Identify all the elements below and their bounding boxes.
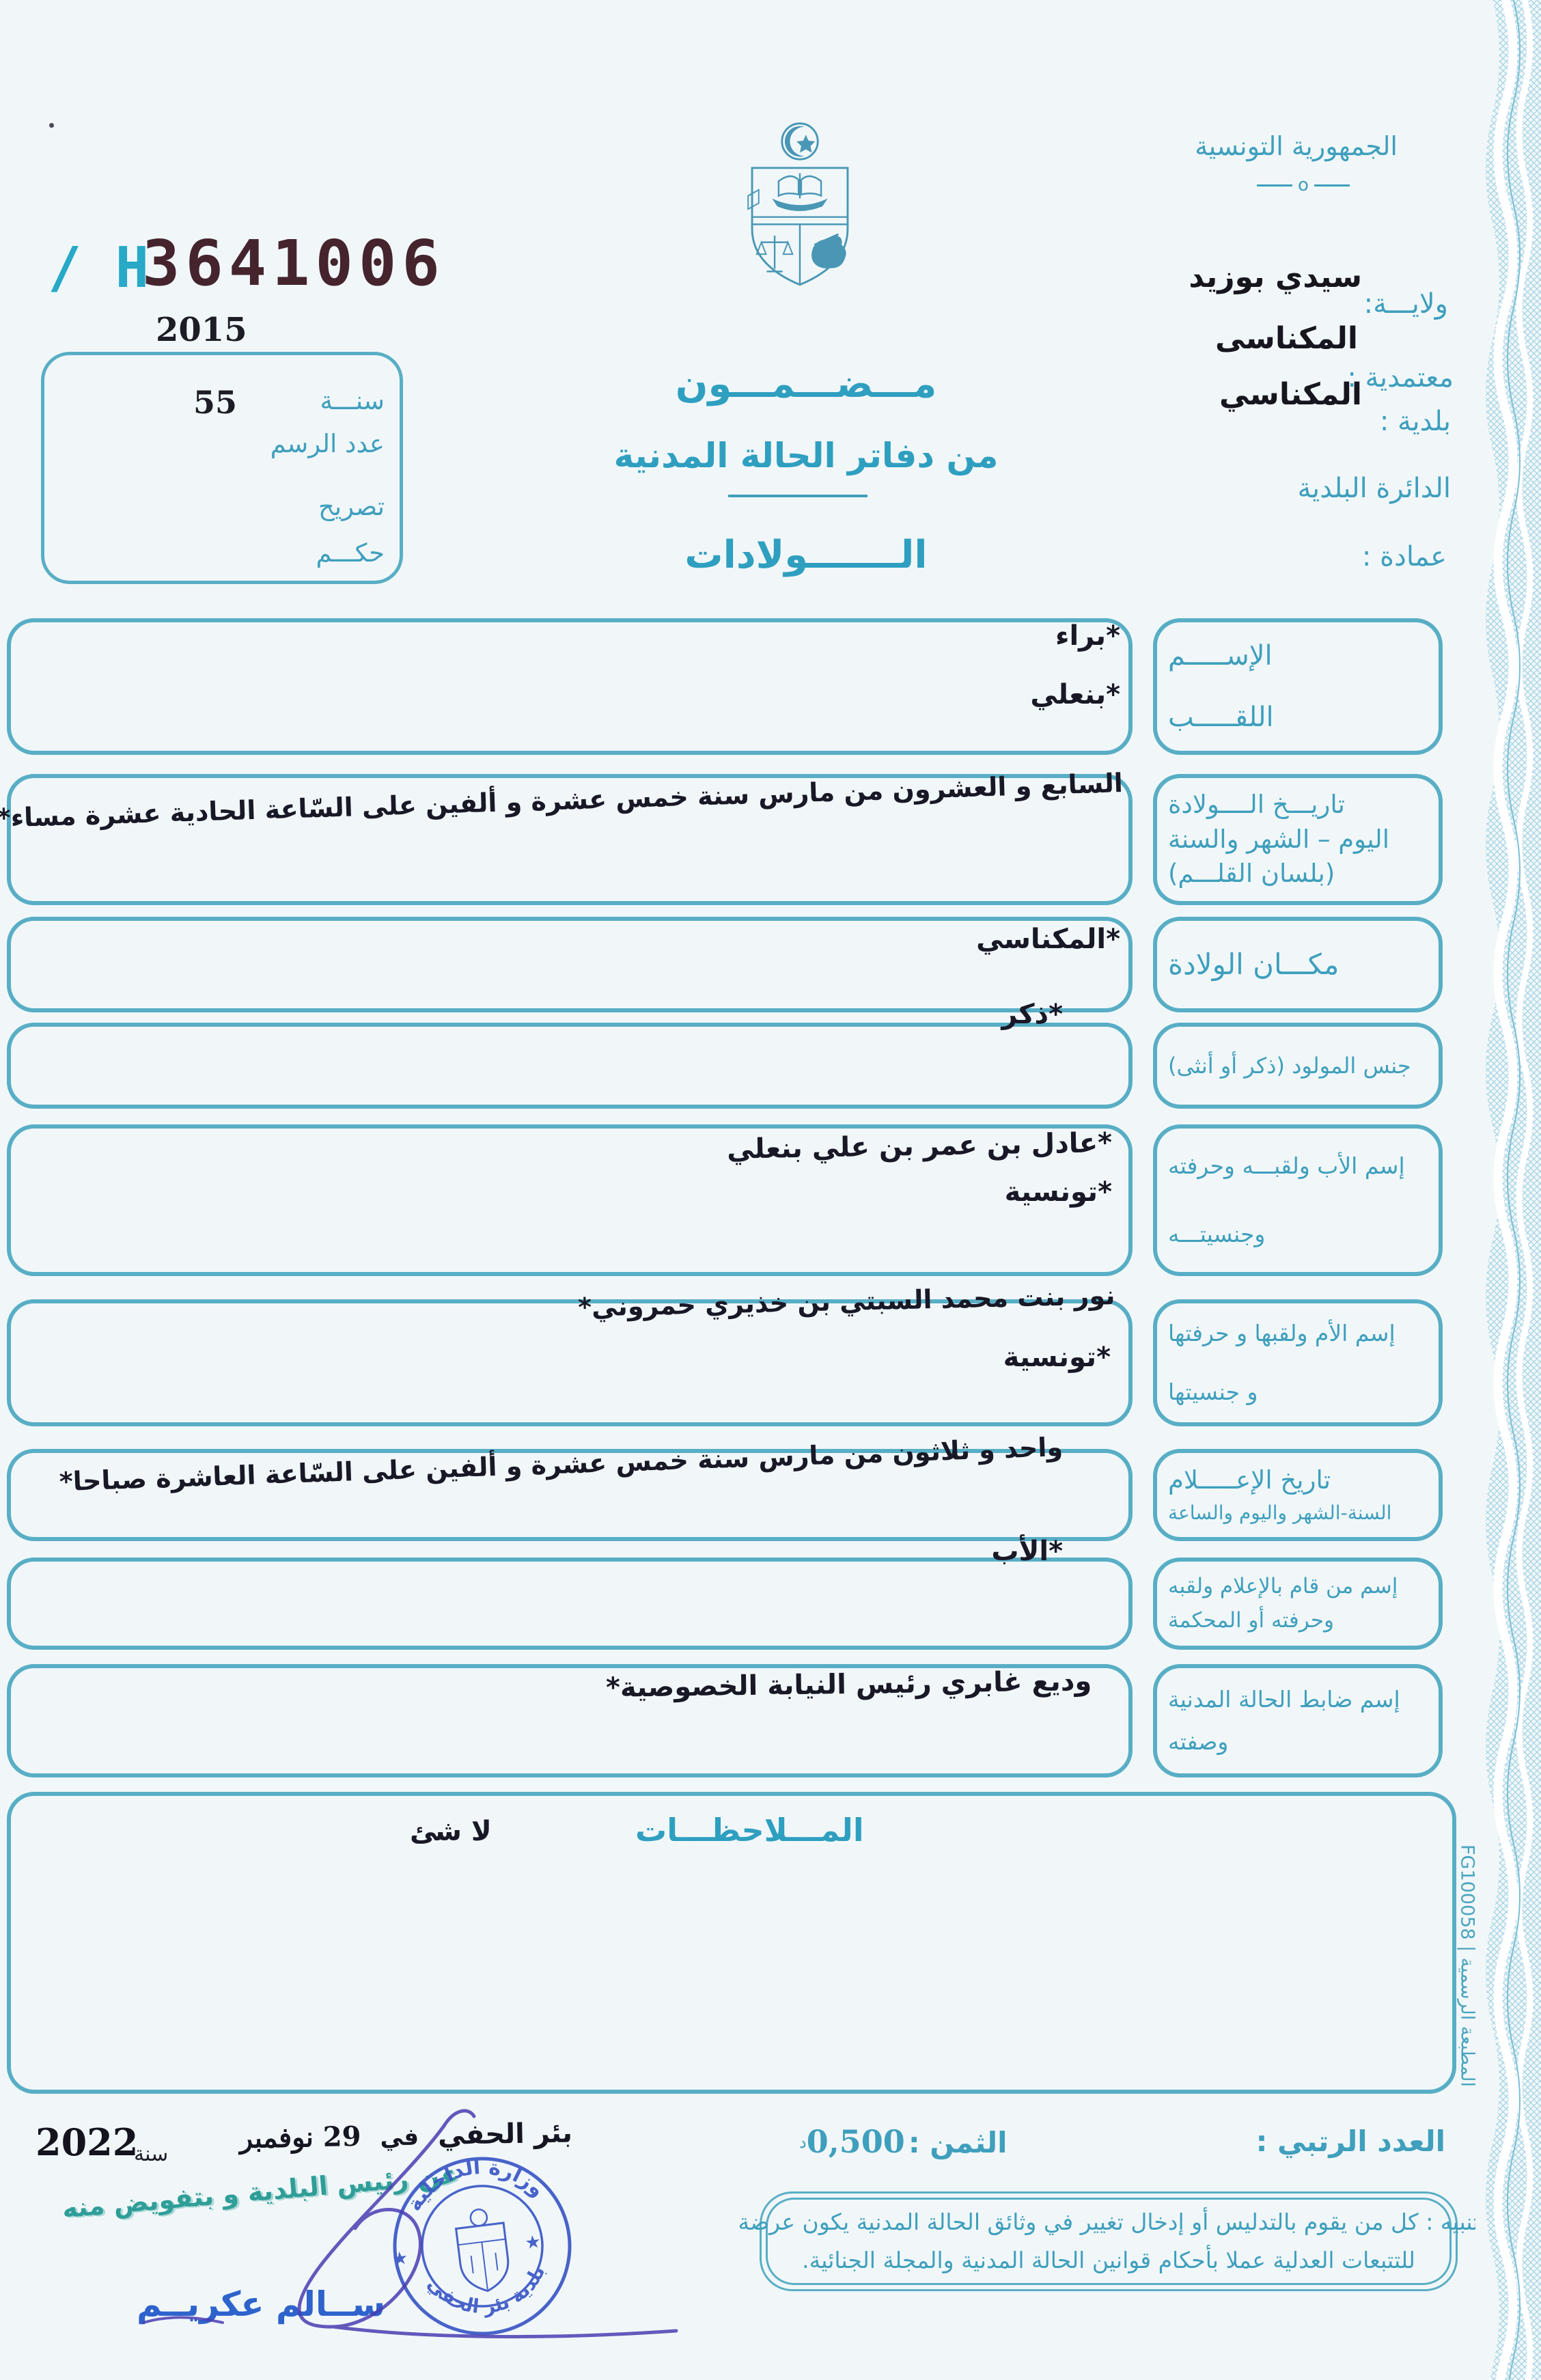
fraud-warning-box: تنبيه : كل من يقوم بالتدليس أو إدخال تغي… [738, 2191, 1480, 2291]
value-notifier: *الأب [991, 1536, 1063, 1567]
delegation-label: معتمدية : [1347, 362, 1454, 393]
officer-value-box [7, 1664, 1133, 1777]
printer-reference: المطبعة الرسمية | FG100058 [1456, 1844, 1478, 2087]
notifier-value-box [7, 1558, 1133, 1650]
document-subtitle: من دفاتر الحالة المدنية [613, 436, 999, 475]
remarks-box [7, 1792, 1456, 2094]
value-mother-nationality: *تونسية [1003, 1342, 1111, 1373]
notifier-label-box: إسم من قام بالإعلام ولقبه وحرفته أو المح… [1153, 1558, 1443, 1650]
sex-label-box: جنس المولود (ذكر أو أنثى) [1153, 1023, 1443, 1109]
field-label: (بلسان القلـــم) [1168, 859, 1335, 889]
remarks-title: المـــلاحظـــات [635, 1812, 864, 1849]
field-label: وجنسيتـــه [1168, 1221, 1266, 1247]
fraud-warning-inner-border: تنبيه : كل من يقوم بالتدليس أو إدخال تغي… [738, 2198, 1480, 2285]
birth-date-value-box [7, 774, 1133, 905]
price-label: الثمن : [908, 2126, 1008, 2159]
registry-reference-box: سنـــة عدد الرسم تصريح حكـــم 55 [41, 352, 403, 584]
state-label: ولايـــة: [1363, 288, 1448, 320]
guilloche-border-pattern [1468, 0, 1541, 2380]
price-line: الثمن : 0,500د [799, 2123, 1008, 2160]
state-value: سيدي بوزيد [1189, 260, 1362, 294]
mother-label-box: إسم الأم ولقبها و حرفتها و جنسيتها [1153, 1299, 1443, 1426]
name-surname-value-box [7, 618, 1133, 755]
issue-year: 2022 [36, 2120, 139, 2164]
field-label: الإســـــم [1168, 640, 1273, 672]
value-sex: *ذكر [1001, 999, 1063, 1030]
father-label-box: إسم الأب ولقبـــه وحرفته وجنسيتـــه [1153, 1124, 1443, 1276]
issue-date: 29 نوفمبر [239, 2120, 361, 2155]
registry-record-value: 55 [193, 384, 238, 421]
price-value: 0,500 [806, 2123, 905, 2160]
field-label: مكـــان الولادة [1168, 947, 1339, 981]
warning-line-1: تنبيه : كل من يقوم بالتدليس أو إدخال تغي… [738, 2208, 1480, 2235]
document-type-title: الـــــــولادات [684, 533, 928, 577]
field-label: جنس المولود (ذكر أو أنثى) [1168, 1052, 1411, 1079]
delegation-value: المكناسى [1215, 321, 1358, 356]
field-label: اليوم – الشهر والسنة [1168, 824, 1389, 854]
value-father-nationality: *تونسية [1004, 1176, 1112, 1208]
field-label: إسم ضابط الحالة المدنية [1168, 1686, 1400, 1713]
serial-year: 2015 [156, 311, 247, 349]
field-label: السنة-الشهر واليوم والساعة [1168, 1501, 1392, 1524]
district-label: الدائرة البلدية [1297, 473, 1451, 504]
svg-text:★: ★ [524, 2232, 542, 2254]
field-label: إسم الأم ولقبها و حرفتها [1168, 1320, 1396, 1347]
field-label: اللقـــــب [1168, 702, 1274, 733]
issue-year-word: سنة [134, 2142, 169, 2166]
birth-place-value-box [7, 917, 1133, 1012]
registry-declaration-label: تصريح [318, 492, 385, 521]
tunisia-coat-of-arms-icon [740, 117, 860, 303]
sex-value-box [7, 1023, 1133, 1109]
municipality-label: بلدية : [1379, 406, 1451, 437]
serial-prefix: H / [48, 236, 150, 301]
municipal-round-stamp: وزارة الداخلية بلدية بئر الحفي ★ ★ [377, 2141, 587, 2351]
mother-value-box [7, 1299, 1133, 1426]
header-ornament: o [1257, 176, 1350, 194]
ornament-circle: o [1298, 175, 1309, 195]
svg-text:★: ★ [391, 2247, 409, 2270]
value-surname: *بنعلي [1030, 679, 1120, 710]
registry-year-label: سنـــة [320, 386, 385, 415]
notice-date-value-box [7, 1449, 1133, 1541]
ink-dot-artifact [49, 123, 54, 128]
officer-label-box: إسم ضابط الحالة المدنية وصفته [1153, 1664, 1443, 1777]
ordinal-number-label: العدد الرتبي : [1255, 2125, 1445, 2158]
issue-in-word: في [380, 2123, 419, 2152]
serial-number: 3641006 [142, 227, 445, 300]
registry-record-label: عدد الرسم [270, 429, 385, 458]
remarks-value: لا شئ [410, 1816, 492, 1847]
warning-line-2: للتتبعات العدلية عملا بأحكام قوانين الحا… [802, 2247, 1415, 2273]
field-label: تاريخ الإعـــــلام [1168, 1465, 1331, 1495]
field-label: وصفته [1168, 1728, 1229, 1755]
field-label: تاريـــخ الــــولادة [1168, 790, 1345, 820]
name-surname-label-box: الإســـــم اللقـــــب [1153, 618, 1443, 755]
field-label: وحرفته أو المحكمة [1168, 1607, 1334, 1633]
registry-judgment-label: حكـــم [316, 538, 385, 568]
father-value-box [7, 1124, 1133, 1276]
value-birth-place: *المكناسي [976, 924, 1120, 955]
field-label: إسم من قام بالإعلام ولقبه [1168, 1573, 1398, 1599]
subtitle-underline [728, 495, 867, 497]
birth-place-label-box: مكـــان الولادة [1153, 917, 1443, 1012]
municipality-value: المكناسي [1219, 377, 1362, 412]
notice-date-label-box: تاريخ الإعـــــلام السنة-الشهر واليوم وا… [1153, 1449, 1443, 1541]
birth-date-label-box: تاريـــخ الــــولادة اليوم – الشهر والسن… [1153, 774, 1443, 905]
document-title: مـــضـــمـــون [675, 362, 937, 406]
field-label: إسم الأب ولقبـــه وحرفته [1168, 1152, 1405, 1180]
omda-label: عمادة : [1361, 541, 1447, 572]
republic-title: الجمهورية التونسية [1195, 131, 1398, 161]
value-first-name: *براء [1055, 620, 1120, 652]
field-label: و جنسيتها [1168, 1379, 1258, 1405]
signer-name-stamp: ســالم عكريــم [137, 2284, 386, 2324]
price-unit: د [799, 2133, 807, 2153]
value-father-name: *عادل بن عمر بن علي بنعلي [726, 1127, 1113, 1165]
